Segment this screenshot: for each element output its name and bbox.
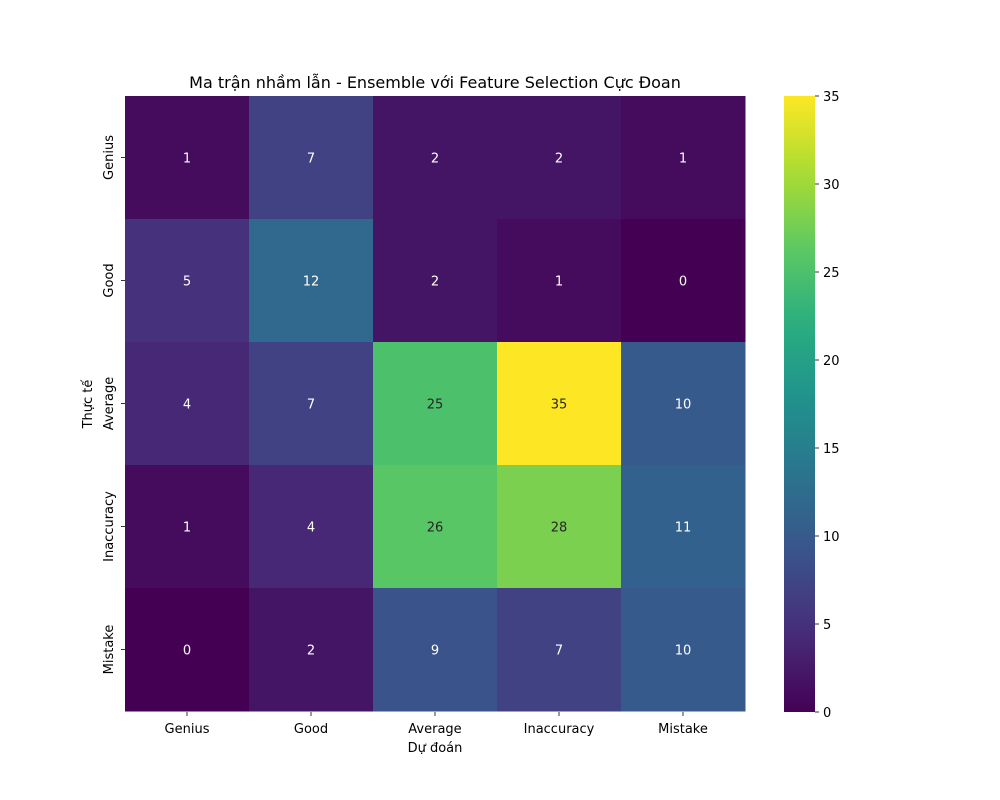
x-axis-label: Dự đoán — [408, 741, 463, 756]
heatmap-cell — [497, 588, 622, 712]
y-tick-label: Good — [102, 263, 117, 297]
y-tick-label: Genius — [102, 135, 117, 180]
heatmap-cell-labels: 1 7 2 2 15 12 2 1 04 7 25 35 101 4 26 28 110 2 9 7 10 — [183, 152, 691, 659]
heatmap-cell — [373, 96, 498, 220]
cell-value-label: 0 — [679, 275, 687, 290]
cell-value-label: 1 — [183, 521, 191, 536]
y-tick-label: Inaccuracy — [102, 491, 117, 562]
colorbar-tick-label: 5 — [823, 618, 831, 633]
cell-value-label: 2 — [555, 152, 563, 167]
cell-value-label: 7 — [555, 644, 563, 659]
x-tick-label: Inaccuracy — [524, 722, 595, 737]
heatmap-cell — [373, 342, 498, 466]
chart-title: Ma trận nhầm lẫn - Ensemble với Feature … — [189, 73, 681, 92]
cell-value-label: 12 — [303, 275, 320, 290]
x-tick-label: Average — [408, 722, 461, 737]
heatmap-cell — [621, 219, 746, 343]
cell-value-label: 2 — [431, 152, 439, 167]
y-axis-label: Thực tế — [81, 380, 96, 430]
cell-value-label: 5 — [183, 275, 191, 290]
cell-value-label: 11 — [675, 521, 692, 536]
cell-value-label: 0 — [183, 644, 191, 659]
cell-value-label: 26 — [427, 521, 444, 536]
heatmap-cell — [621, 588, 746, 712]
cell-value-label: 35 — [551, 398, 568, 413]
cell-value-label: 25 — [427, 398, 444, 413]
cell-value-label: 28 — [551, 521, 568, 536]
heatmap-cell — [249, 465, 374, 589]
cell-value-label: 10 — [675, 398, 692, 413]
x-axis-ticks: Genius Good Average Inaccuracy Mistake — [165, 712, 708, 737]
cell-value-label: 1 — [183, 152, 191, 167]
colorbar — [784, 96, 815, 712]
heatmap-cell — [373, 588, 498, 712]
y-tick-label: Average — [102, 377, 117, 430]
colorbar-tick-label: 10 — [823, 530, 840, 545]
heatmap-cell — [249, 588, 374, 712]
cell-value-label: 1 — [679, 152, 687, 167]
heatmap-cell — [125, 219, 250, 343]
heatmap-cell — [249, 342, 374, 466]
heatmap-cell — [621, 342, 746, 466]
cell-value-label: 1 — [555, 275, 563, 290]
heatmap-cell — [125, 342, 250, 466]
heatmap-cell — [373, 219, 498, 343]
heatmap-cell — [497, 219, 622, 343]
colorbar-tick-label: 20 — [823, 354, 840, 369]
colorbar-tick-label: 0 — [823, 706, 831, 721]
cell-value-label: 4 — [183, 398, 191, 413]
colorbar-tick-label: 35 — [823, 90, 840, 105]
heatmap-cell — [249, 96, 374, 220]
colorbar-tick-label: 30 — [823, 178, 840, 193]
x-tick-label: Genius — [165, 722, 210, 737]
colorbar-tick-label: 15 — [823, 442, 840, 457]
x-tick-label: Good — [294, 722, 328, 737]
heatmap-cell — [497, 342, 622, 466]
cell-value-label: 4 — [307, 521, 315, 536]
heatmap-cell — [249, 219, 374, 343]
y-axis-ticks: Genius Good Average Inaccuracy Mistake — [102, 135, 125, 675]
heatmap-cell — [621, 465, 746, 589]
heatmap-cell — [497, 96, 622, 220]
cell-value-label: 10 — [675, 644, 692, 659]
cell-value-label: 9 — [431, 644, 439, 659]
cell-value-label: 7 — [307, 398, 315, 413]
heatmap-cell — [125, 588, 250, 712]
heatmap-cells — [125, 96, 746, 712]
heatmap-cell — [621, 96, 746, 220]
cell-value-label: 7 — [307, 152, 315, 167]
heatmap-cell — [125, 96, 250, 220]
cell-value-label: 2 — [431, 275, 439, 290]
colorbar-tick-label: 25 — [823, 266, 840, 281]
heatmap-cell — [125, 465, 250, 589]
y-tick-label: Mistake — [102, 625, 117, 675]
heatmap-cell — [373, 465, 498, 589]
cell-value-label: 2 — [307, 644, 315, 659]
heatmap-cell — [497, 465, 622, 589]
x-tick-label: Mistake — [658, 722, 708, 737]
colorbar-ticks: 0 5 10 15 20 25 30 35 — [815, 90, 840, 721]
